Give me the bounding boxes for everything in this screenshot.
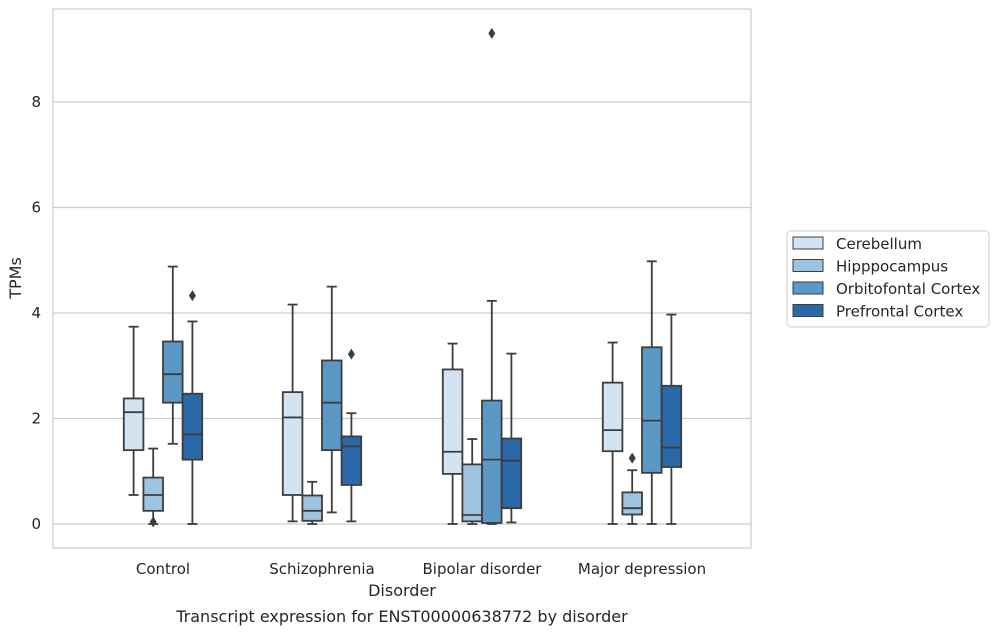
box-mark: [481, 27, 503, 525]
legend-swatch: [792, 281, 824, 295]
box-mark: [301, 480, 323, 525]
legend-frame: [786, 230, 990, 328]
box-body: [441, 368, 464, 475]
outlier-point: [347, 348, 355, 360]
box-body: [321, 359, 343, 452]
box-mark: [142, 447, 164, 528]
legend-label: Prefrontal Cortex: [836, 303, 963, 321]
x-axis-ticks: Control Schizophrenia Bipolar disorder Majo…: [136, 560, 706, 578]
box-body: [660, 384, 683, 468]
legend-swatch: [792, 259, 824, 272]
box-mark: [641, 260, 663, 525]
legend-label: Hipppocampus: [836, 258, 948, 276]
box-body: [340, 435, 363, 486]
legend-swatch: [792, 304, 824, 317]
y-tick-label: 8: [31, 93, 41, 111]
box-mark: [181, 290, 204, 525]
legend: Cerebellum Hipppocampus Orbitofontal Corte…: [786, 230, 990, 328]
box-series: [122, 27, 683, 528]
box-mark: [122, 325, 145, 496]
x-tick-label: Major depression: [578, 560, 706, 578]
outlier-point: [188, 290, 196, 302]
outlier-point: [149, 516, 157, 528]
y-axis-ticks: 0 2 4 6 8: [31, 93, 41, 533]
x-tick-label: Bipolar disorder: [423, 560, 543, 578]
box-mark: [162, 265, 184, 445]
box-mark: [500, 352, 523, 524]
x-tick-label: Control: [136, 560, 190, 578]
outlier-point: [488, 27, 496, 39]
outlier-point: [628, 452, 636, 464]
box-mark: [340, 348, 363, 523]
y-tick-label: 2: [31, 410, 41, 428]
box-body: [281, 391, 304, 496]
box-mark: [621, 452, 643, 525]
legend-label: Orbitofontal Cortex: [836, 280, 980, 298]
box-body: [601, 381, 624, 453]
y-axis-label: TPMs: [6, 257, 25, 300]
y-tick-label: 0: [31, 515, 41, 533]
box-mark: [441, 342, 464, 525]
box-body: [181, 392, 204, 461]
legend-label: Cerebellum: [836, 235, 922, 253]
x-axis-label: Disorder: [368, 581, 436, 600]
box-mark: [321, 285, 343, 514]
box-body: [301, 494, 323, 522]
plot-frame: [52, 8, 752, 549]
box-body: [162, 340, 184, 404]
box-body: [461, 463, 483, 523]
box-body: [122, 397, 145, 452]
box-body: [641, 346, 663, 474]
x-tick-label: Schizophrenia: [269, 560, 374, 578]
legend-swatch: [792, 236, 824, 250]
box-body: [500, 437, 523, 510]
box-mark: [660, 313, 683, 525]
y-tick-label: 4: [31, 304, 41, 322]
y-tick-label: 6: [31, 199, 41, 217]
chart-caption: Transcript expression for ENST0000063877…: [175, 607, 628, 626]
box-body: [481, 399, 503, 524]
box-body: [621, 491, 643, 516]
box-mark: [281, 303, 304, 523]
box-mark: [601, 341, 624, 525]
